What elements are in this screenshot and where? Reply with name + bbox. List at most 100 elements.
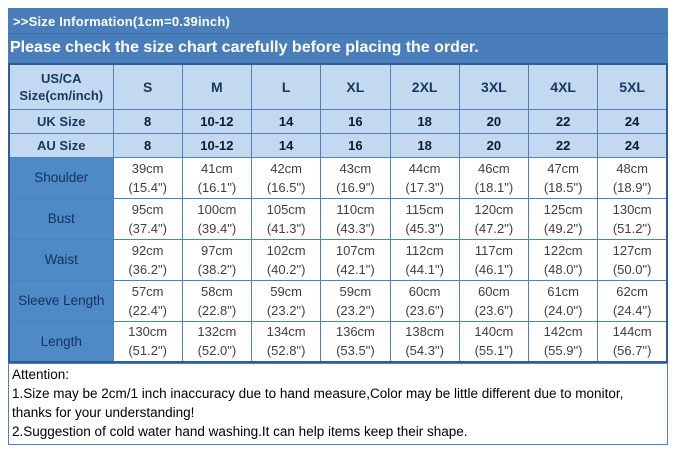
- measurement-cell: 62cm (24.4"): [597, 279, 668, 322]
- size-chart-table: US/CA Size(cm/inch) S M L XL 2XL 3XL 4XL 5XL UK…: [8, 63, 668, 363]
- us-ca-size-header-cell: US/CA Size(cm/inch): [8, 63, 114, 110]
- inch-value: (18.1"): [474, 179, 514, 195]
- cm-value: 102cm: [266, 242, 306, 258]
- measurement-cell: 142cm (55.9"): [527, 320, 599, 363]
- measurement-cell: 42cm (16.5"): [250, 156, 322, 199]
- size-value-cell: 20: [458, 132, 530, 158]
- size-table-body: UK Size 8 10-12 14 16 18 20 22 24 AU Size 8 10-12 14…: [8, 108, 668, 363]
- inch-value: (47.2"): [474, 220, 514, 236]
- inch-value: (18.9"): [612, 179, 652, 195]
- measurement-cell: 134cm (52.8"): [250, 320, 322, 363]
- cm-value: 134cm: [266, 324, 306, 340]
- measurement-label: Sleeve Length: [8, 279, 114, 322]
- cm-value: 42cm: [270, 160, 303, 176]
- row-label: UK Size: [8, 108, 114, 134]
- measurement-cell: 60cm (23.6"): [389, 279, 460, 322]
- cm-value: 130cm: [128, 324, 168, 340]
- inch-value: (17.3"): [405, 179, 444, 195]
- size-value-cell: 24: [597, 108, 668, 134]
- inch-value: (38.2"): [197, 261, 237, 277]
- cm-value: 132cm: [197, 324, 237, 340]
- cm-value: 127cm: [612, 242, 652, 258]
- size-value-cell: 10-12: [181, 132, 253, 158]
- cm-value: 110cm: [336, 201, 375, 217]
- inch-value: (40.2"): [266, 261, 306, 277]
- size-col-header: S: [112, 63, 183, 110]
- attention-line: thanks for your understanding!: [12, 405, 195, 420]
- cm-value: 140cm: [474, 324, 514, 340]
- measurement-cell: 58cm (22.8"): [181, 279, 253, 322]
- cm-value: 125cm: [543, 201, 583, 217]
- inch-value: (36.2"): [128, 261, 167, 277]
- inch-value: (18.5"): [543, 179, 583, 195]
- cm-value: 144cm: [612, 324, 652, 340]
- attention-line: Attention:: [12, 367, 70, 382]
- inch-value: (49.2"): [543, 220, 583, 236]
- inch-value: (52.8"): [266, 343, 306, 359]
- size-value-cell: 24: [597, 132, 668, 158]
- measurement-cell: 138cm (54.3"): [389, 320, 460, 363]
- cm-value: 100cm: [197, 201, 237, 217]
- inch-value: (52.0"): [197, 343, 237, 359]
- measurement-cell: 102cm (40.2"): [250, 238, 322, 281]
- measurement-cell: 41cm (16.1"): [181, 156, 253, 199]
- cm-value: 115cm: [405, 201, 444, 217]
- size-value-cell: 8: [112, 108, 183, 134]
- us-ca-label-line2: Size(cm/inch): [19, 87, 104, 103]
- cm-value: 39cm: [131, 160, 164, 176]
- inch-value: (16.9"): [336, 179, 375, 195]
- measurement-cell: 140cm (55.1"): [458, 320, 530, 363]
- cm-value: 138cm: [405, 324, 445, 340]
- cm-value: 107cm: [335, 242, 375, 258]
- row-label: AU Size: [8, 132, 114, 158]
- measurement-cell: 130cm (51.2"): [597, 197, 668, 240]
- measurement-cell: 95cm (37.4"): [112, 197, 183, 240]
- inch-value: (22.8"): [197, 302, 237, 318]
- cm-value: 142cm: [543, 324, 583, 340]
- measurement-cell: 46cm (18.1"): [458, 156, 530, 199]
- measurement-row: Length 130cm (51.2") 132cm (52.0") 134cm (52.8…: [8, 320, 668, 363]
- cm-value: 59cm: [270, 283, 303, 299]
- au-row: AU Size 8 10-12 14 16 18 20 22 24: [8, 132, 668, 158]
- inch-value: (23.6"): [405, 302, 444, 318]
- inch-value: (51.2"): [612, 220, 652, 236]
- cm-value: 57cm: [131, 283, 164, 299]
- size-col-header: 2XL: [389, 63, 460, 110]
- measurement-cell: 48cm (18.9"): [597, 156, 668, 199]
- cm-value: 61cm: [547, 283, 580, 299]
- cm-value: 59cm: [339, 283, 372, 299]
- measurement-cell: 112cm (44.1"): [389, 238, 460, 281]
- size-value-cell: 14: [250, 132, 322, 158]
- cm-value: 58cm: [200, 283, 233, 299]
- size-value-cell: 22: [527, 132, 599, 158]
- size-col-header: 4XL: [527, 63, 599, 110]
- measurement-row: Shoulder 39cm (15.4") 41cm (16.1") 42cm (16.5"…: [8, 156, 668, 199]
- size-header-row: US/CA Size(cm/inch) S M L XL 2XL 3XL 4XL 5XL: [8, 63, 668, 110]
- measurement-cell: 125cm (49.2"): [527, 197, 599, 240]
- size-col-header: M: [181, 63, 253, 110]
- measurement-row: Sleeve Length 57cm (22.4") 58cm (22.8") 59cm (…: [8, 279, 668, 322]
- measurement-cell: 97cm (38.2"): [181, 238, 253, 281]
- measurement-label: Bust: [8, 197, 114, 240]
- size-value-cell: 18: [389, 132, 460, 158]
- cm-value: 92cm: [131, 242, 164, 258]
- inch-value: (23.2"): [336, 302, 375, 318]
- measurement-cell: 144cm (56.7"): [597, 320, 668, 363]
- cm-value: 62cm: [616, 283, 649, 299]
- inch-value: (23.2"): [266, 302, 306, 318]
- size-col-header: XL: [320, 63, 391, 110]
- inch-value: (55.9"): [543, 343, 583, 359]
- inch-value: (24.0"): [543, 302, 583, 318]
- size-value-cell: 16: [320, 108, 391, 134]
- measurement-cell: 136cm (53.5"): [320, 320, 391, 363]
- inch-value: (16.1"): [197, 179, 237, 195]
- cm-value: 48cm: [616, 160, 649, 176]
- size-value-cell: 18: [389, 108, 460, 134]
- measurement-cell: 120cm (47.2"): [458, 197, 530, 240]
- cm-value: 41cm: [200, 160, 233, 176]
- size-value-cell: 16: [320, 132, 391, 158]
- inch-value: (48.0"): [543, 261, 583, 277]
- banner: >>Size Information(1cm=0.39inch) Please …: [8, 8, 668, 63]
- measurement-cell: 43cm (16.9"): [320, 156, 391, 199]
